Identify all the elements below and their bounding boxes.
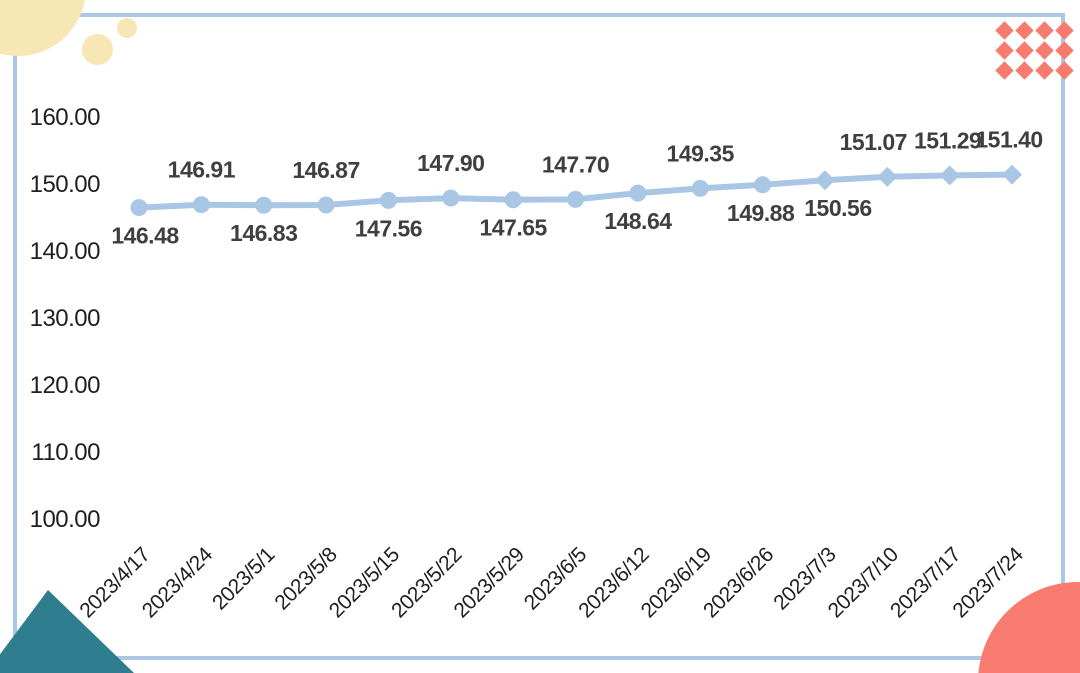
decor-diamond-grid-icon xyxy=(994,20,1074,80)
data-point-value-label: 146.83 xyxy=(230,220,297,246)
diamond-icon xyxy=(1054,20,1074,40)
data-point-marker-circle xyxy=(130,199,148,217)
data-point-value-label: 151.29 xyxy=(914,127,981,153)
x-axis-tick-label: 2023/5/1 xyxy=(208,543,279,614)
data-point-marker-circle xyxy=(442,189,460,207)
data-point-marker-circle xyxy=(504,191,522,209)
y-axis-tick-label: 120.00 xyxy=(30,372,101,399)
data-point-value-label: 146.91 xyxy=(168,157,236,183)
x-axis-tick-label: 2023/4/24 xyxy=(138,543,218,623)
y-axis-tick-label: 110.00 xyxy=(31,439,100,466)
decor-cream-circle-small-icon xyxy=(117,18,137,38)
y-axis-tick-label: 100.00 xyxy=(30,506,101,533)
data-point-marker-circle xyxy=(629,184,647,202)
decor-cream-circle-medium-icon xyxy=(82,34,113,65)
y-axis-tick-label: 130.00 xyxy=(30,305,101,332)
data-point-marker-circle xyxy=(691,179,709,197)
chart-frame-border xyxy=(13,13,1065,660)
data-point-value-label: 149.35 xyxy=(667,140,735,166)
diamond-icon xyxy=(994,40,1014,60)
data-point-value-label: 151.07 xyxy=(840,129,907,155)
diamond-icon xyxy=(994,20,1014,40)
data-point-marker-diamond xyxy=(939,165,960,186)
data-point-marker-circle xyxy=(567,190,585,208)
data-point-value-label: 147.90 xyxy=(417,150,484,176)
data-point-value-label: 147.65 xyxy=(479,215,547,241)
data-point-marker-circle xyxy=(255,196,273,214)
data-point-value-label: 150.56 xyxy=(804,195,871,221)
diamond-icon xyxy=(1054,40,1074,60)
data-point-value-label: 147.56 xyxy=(355,215,422,241)
diamond-icon xyxy=(1014,40,1034,60)
data-point-marker-circle xyxy=(754,176,772,194)
data-point-value-label: 146.48 xyxy=(111,223,179,249)
y-axis-tick-label: 160.00 xyxy=(30,104,101,131)
data-point-value-label: 146.87 xyxy=(292,157,359,183)
data-point-value-label: 147.70 xyxy=(542,151,609,177)
diamond-icon xyxy=(1034,40,1054,60)
diamond-icon xyxy=(1054,60,1074,80)
diamond-icon xyxy=(994,60,1014,80)
y-axis-tick-label: 140.00 xyxy=(30,238,101,265)
data-point-marker-circle xyxy=(317,196,335,214)
diamond-icon xyxy=(1034,20,1054,40)
data-point-value-label: 151.40 xyxy=(975,127,1042,153)
data-point-marker-diamond xyxy=(1002,164,1023,185)
data-point-marker-diamond xyxy=(814,170,835,191)
diamond-icon xyxy=(1034,60,1054,80)
data-point-marker-circle xyxy=(379,191,397,209)
data-point-marker-diamond xyxy=(877,166,898,187)
data-point-marker-circle xyxy=(192,196,210,214)
diamond-icon xyxy=(1014,60,1034,80)
y-axis-tick-label: 150.00 xyxy=(30,171,101,198)
diamond-icon xyxy=(1014,20,1034,40)
data-point-value-label: 149.88 xyxy=(727,200,795,226)
data-point-value-label: 148.64 xyxy=(604,208,672,234)
decor-teal-triangle-icon xyxy=(0,590,134,673)
